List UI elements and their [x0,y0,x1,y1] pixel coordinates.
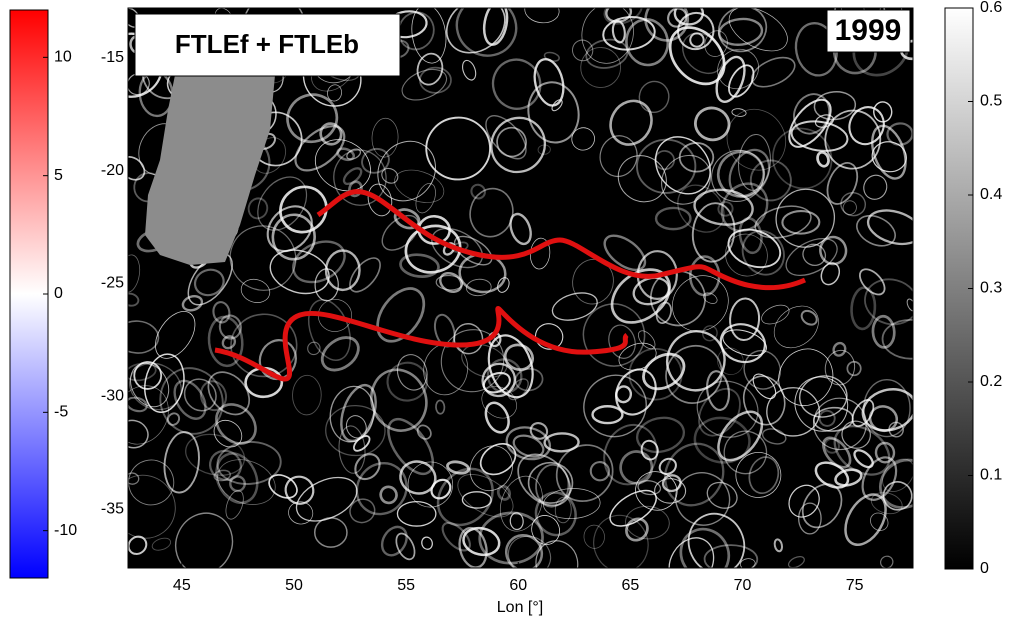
colorbar-tick-label: 10 [54,49,72,66]
x-tick-label: 55 [397,577,415,594]
y-tick-label: -30 [101,388,124,405]
colorbar-tick-label: 5 [54,167,63,184]
page: {"chart_data": {"type": "heatmap", "titl… [0,0,1021,621]
x-tick-label: 65 [622,577,640,594]
colorbar [10,10,48,578]
colorbar-tick-label: 0.1 [980,467,1002,484]
colorbar-tick-label: 0 [980,560,989,577]
year: 1999 [835,14,902,47]
y-tick-label: -35 [101,501,124,518]
colorbar-tick-label: 0.2 [980,373,1002,390]
colorbar-tick-label: 0.6 [980,0,1002,16]
y-tick-label: -15 [101,49,124,66]
colorbar-tick-label: -10 [54,522,77,539]
colorbar-tick-label: 0.5 [980,93,1002,110]
x-tick-label: 50 [285,577,303,594]
x-tick-label: 45 [173,577,191,594]
colorbar-tick-label: 0 [54,285,63,302]
figure: FTLEf + FTLEb 1999 Lon [°] 4550556065707… [0,0,1021,621]
x-tick-label: 60 [509,577,527,594]
y-tick-label: -20 [101,162,124,179]
x-tick-label: 70 [734,577,752,594]
colorbar-tick-label: 0.4 [980,186,1002,203]
title: FTLEf + FTLEb [175,29,359,59]
colorbar-tick-label: -5 [54,404,68,421]
y-tick-label: -25 [101,275,124,292]
colorbar-tick-label: 0.3 [980,280,1002,297]
x-axis-label: Lon [°] [497,599,543,616]
x-tick-label: 75 [846,577,864,594]
